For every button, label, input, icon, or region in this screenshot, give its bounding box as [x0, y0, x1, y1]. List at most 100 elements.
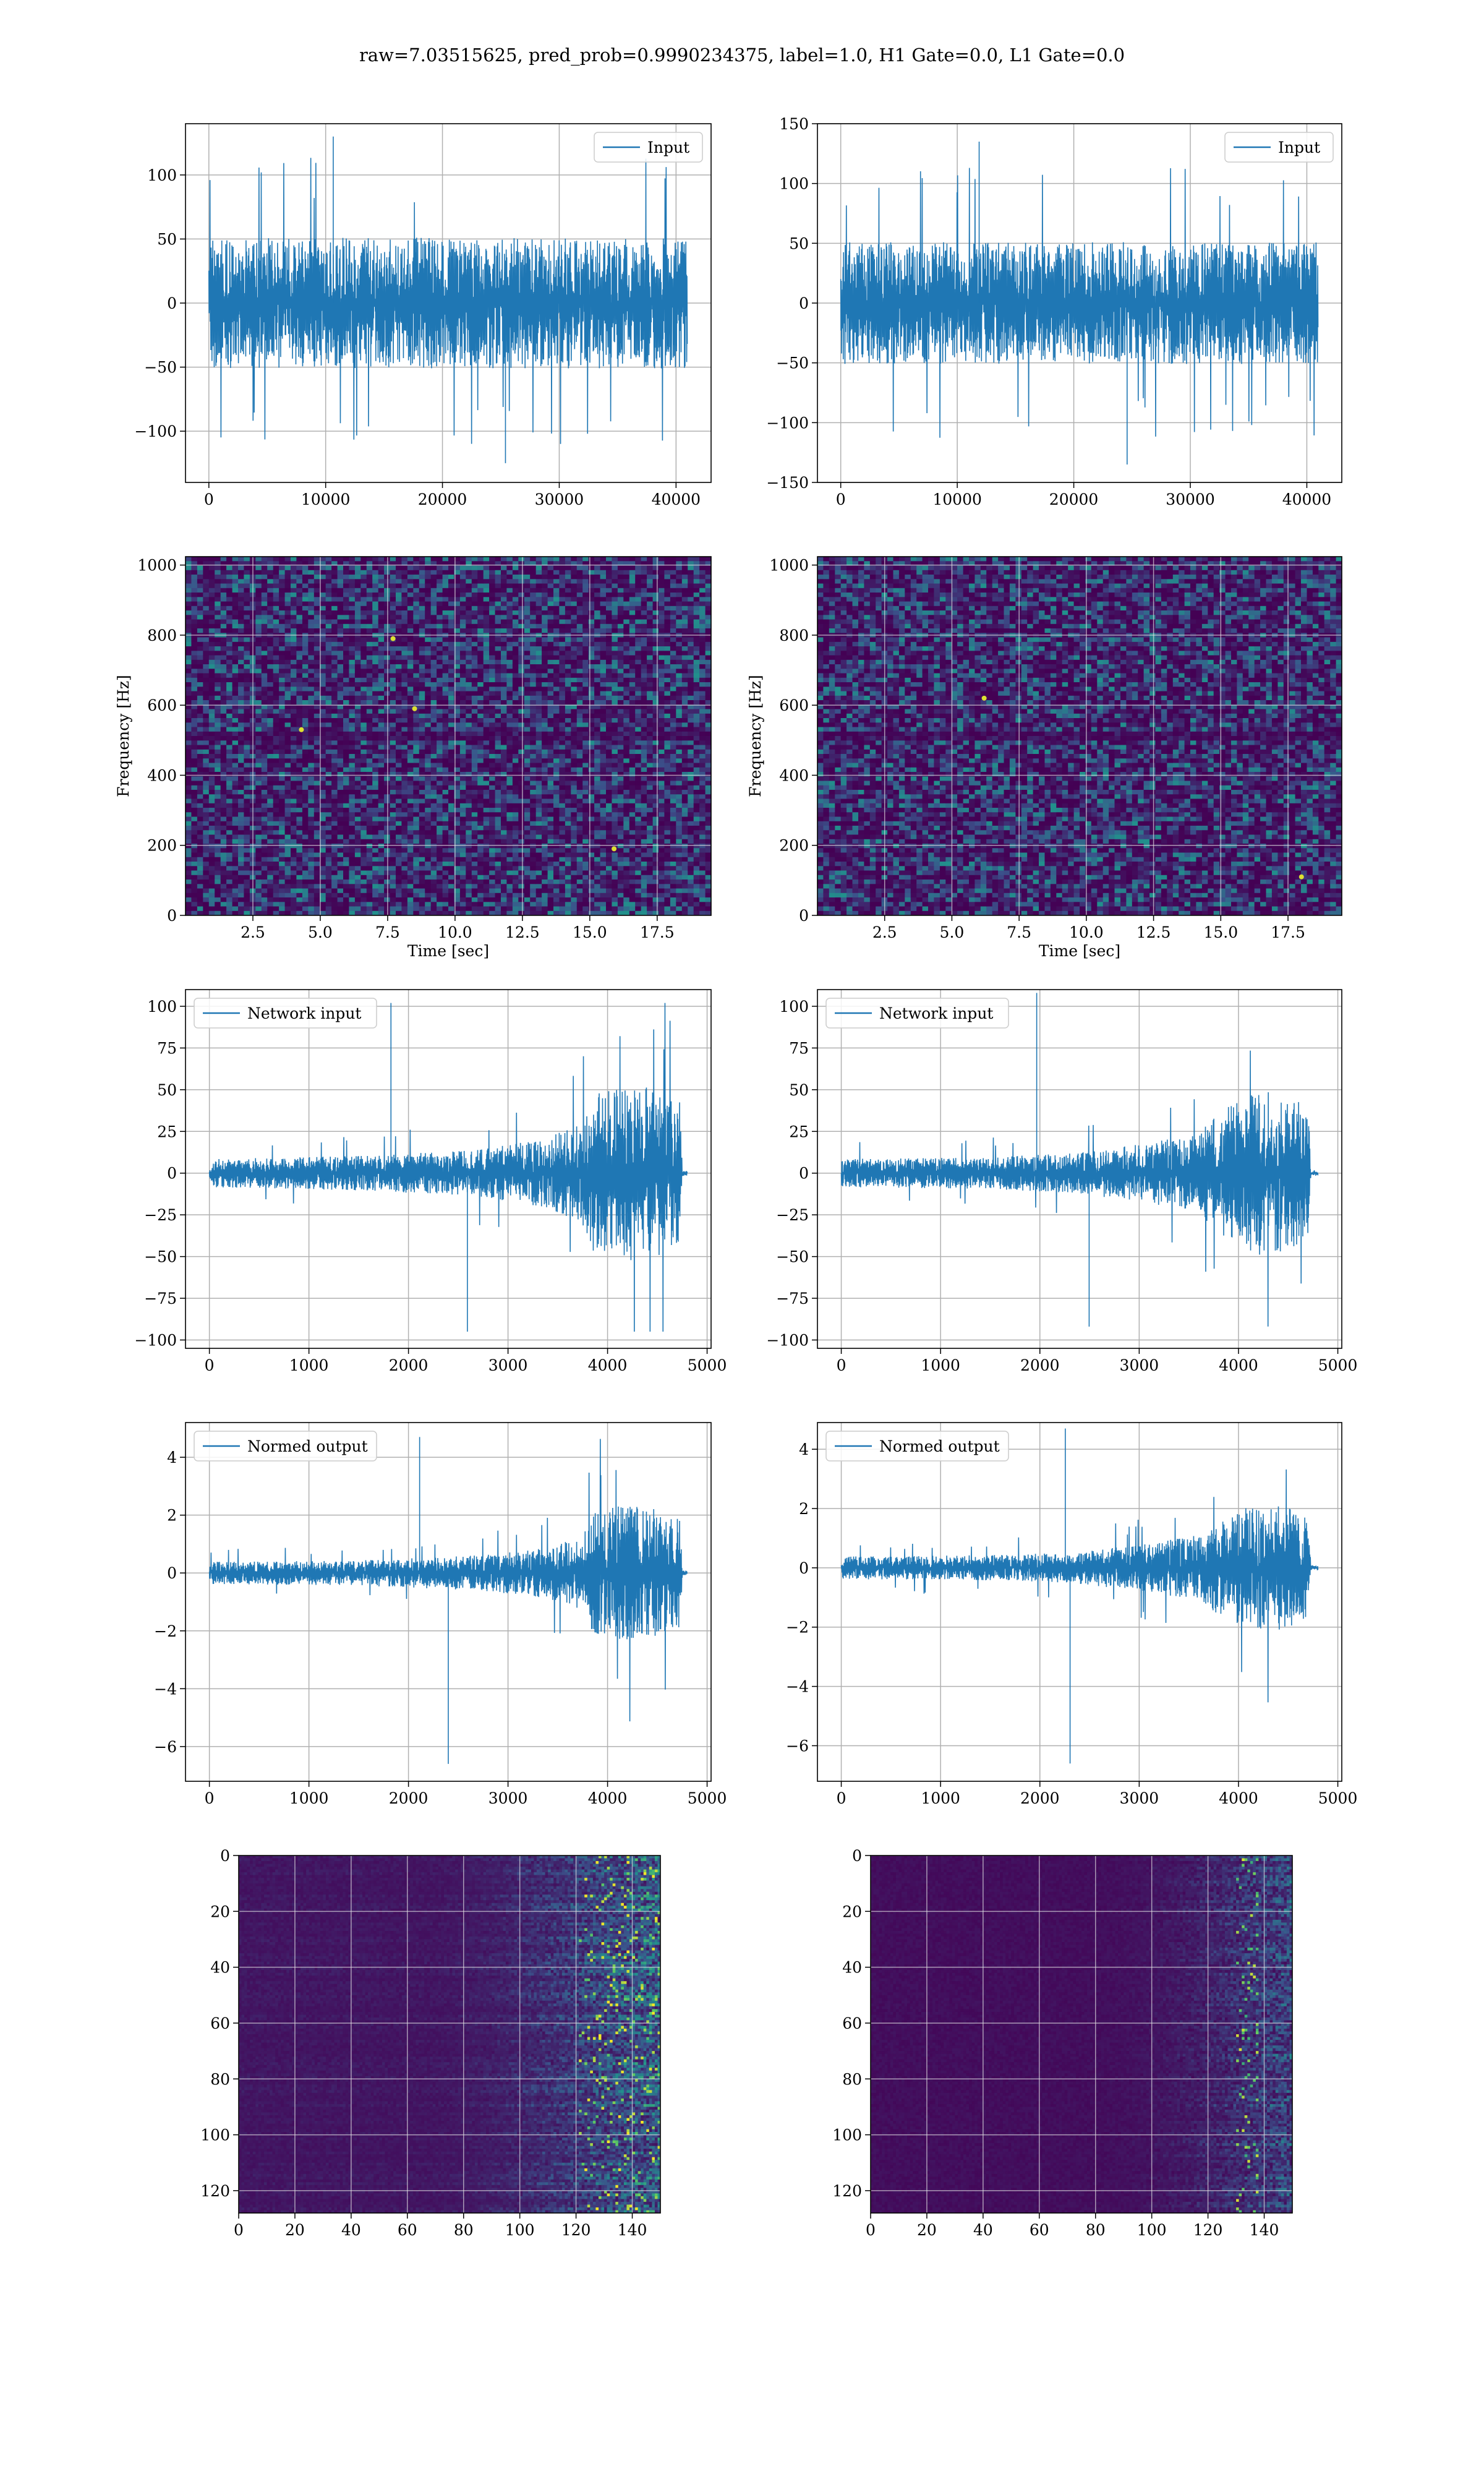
y-tick-label: 4 [167, 1449, 177, 1466]
y-axis-label: Frequency [Hz] [746, 675, 764, 797]
x-tick-label: 0 [205, 1789, 215, 1807]
panel-feat-h1: 0 20 40 60 80 100 120 140 0 20 40 60 80 100 120 [200, 1847, 661, 2239]
grid [186, 990, 711, 1348]
x-tick-label: 4000 [588, 1356, 628, 1374]
axes-frame [185, 556, 712, 916]
x-tick-label: 2.5 [872, 923, 897, 941]
y-tick-label: 4 [799, 1440, 809, 1458]
x-tick-label: 5000 [688, 1789, 727, 1807]
y-tick-label: 50 [789, 1081, 809, 1099]
x-tick-label: 80 [1086, 2221, 1106, 2239]
series-line [208, 1003, 688, 1332]
x-tick-label: 120 [1193, 2221, 1223, 2239]
y-tick-label: −50 [144, 1248, 177, 1266]
y-tick-label: 100 [832, 2126, 862, 2144]
y-tick-label: 100 [147, 998, 177, 1016]
y-tick-label: −25 [776, 1206, 809, 1224]
x-tick-label: 0 [205, 1356, 215, 1374]
y-tick-label: −100 [766, 1332, 809, 1350]
hot-pixel [612, 846, 617, 852]
hot-pixel [1298, 874, 1304, 880]
axes-frame [817, 1422, 1342, 1782]
panel-norm-l1: 0 1000 2000 3000 4000 5000 −6 −4 −2 0 2 4 Normed out… [786, 1422, 1358, 1807]
x-tick-label: 3000 [488, 1356, 528, 1374]
legend-frame [825, 1431, 1009, 1462]
x-tick-label: 5000 [1318, 1356, 1358, 1374]
x-tick-label: 140 [618, 2221, 647, 2239]
x-tick-label: 20 [917, 2221, 937, 2239]
heatmap-image [239, 1856, 660, 2213]
figure-title: raw=7.03515625, pred_prob=0.9990234375, … [359, 45, 1125, 66]
legend: Network input [194, 998, 377, 1029]
x-tick-label: 40000 [652, 490, 701, 508]
y-tick-label: 0 [167, 294, 177, 312]
legend-frame [825, 998, 1009, 1029]
y-tick-label: 600 [147, 696, 177, 714]
y-tick-label: 120 [832, 2182, 862, 2200]
x-tick-label: 5000 [688, 1356, 727, 1374]
y-tick-label: 0 [167, 1165, 177, 1183]
x-tick-label: 12.5 [1136, 923, 1171, 941]
x-tick-label: 100 [505, 2221, 535, 2239]
y-tick-label: 25 [789, 1123, 809, 1141]
x-tick-label: 5000 [1318, 1789, 1358, 1807]
y-tick-label: −4 [786, 1678, 809, 1696]
x-tick-label: 0 [836, 490, 846, 508]
y-tick-label: 0 [799, 1165, 809, 1183]
y-tick-label: 2 [167, 1507, 177, 1525]
x-tick-label: 2000 [1020, 1789, 1060, 1807]
x-tick-label: 0 [866, 2221, 876, 2239]
x-tick-label: 15.0 [1203, 923, 1238, 941]
y-tick-label: 0 [799, 1559, 809, 1577]
y-tick-label: −50 [776, 354, 809, 372]
axes-frame [185, 989, 712, 1349]
y-tick-label: 75 [157, 1039, 177, 1057]
x-tick-label: 5.0 [940, 923, 965, 941]
x-tick-label: 2.5 [241, 923, 265, 941]
x-tick-label: 100 [1137, 2221, 1167, 2239]
y-tick-label: −25 [144, 1206, 177, 1224]
y-tick-label: 0 [220, 1847, 230, 1865]
hot-pixel [390, 636, 396, 641]
legend-frame [1224, 132, 1334, 163]
legend-label: Input [1278, 139, 1320, 156]
y-tick-label: −6 [154, 1738, 177, 1756]
y-axis-label: Frequency [Hz] [114, 675, 132, 797]
y-tick-label: 100 [147, 166, 177, 184]
y-tick-label: 600 [779, 696, 809, 714]
y-tick-label: 20 [210, 1903, 230, 1920]
series-line [840, 1050, 1319, 1327]
x-axis-label: Time [sec] [1039, 942, 1120, 960]
x-tick-label: 10.0 [438, 923, 472, 941]
x-tick-label: 120 [561, 2221, 591, 2239]
x-tick-label: 20000 [1049, 490, 1099, 508]
x-tick-label: 17.5 [640, 923, 675, 941]
x-tick-label: 3000 [1120, 1789, 1159, 1807]
panel-spec-l1: 2.5 5.0 7.5 10.0 12.5 15.0 17.5 0 200 400 600 800 10… [746, 556, 1342, 960]
panel-input-h1: 0 10000 20000 30000 40000 −100 −50 0 50 100 Input [134, 123, 712, 508]
x-tick-label: 10000 [301, 490, 351, 508]
x-tick-label: 4000 [588, 1789, 628, 1807]
x-tick-label: 4000 [1219, 1789, 1258, 1807]
y-tick-label: 150 [779, 115, 809, 133]
y-tick-label: 0 [167, 1564, 177, 1582]
y-tick-label: 800 [147, 627, 177, 644]
y-tick-label: 120 [200, 2182, 230, 2200]
legend: Input [1224, 132, 1334, 163]
y-tick-label: 100 [779, 998, 809, 1016]
legend-frame [194, 998, 377, 1029]
heatmap-image [871, 1856, 1292, 2213]
y-tick-label: −2 [786, 1619, 809, 1637]
y-tick-label: 80 [842, 2070, 862, 2088]
series-line [840, 168, 1319, 438]
x-tick-label: 3000 [1120, 1356, 1159, 1374]
x-tick-label: 30000 [1166, 490, 1215, 508]
axes-frame [870, 1855, 1293, 2214]
y-tick-label: −50 [776, 1248, 809, 1266]
y-tick-label: 25 [157, 1123, 177, 1141]
y-tick-label: 2 [799, 1500, 809, 1518]
y-tick-label: 0 [799, 907, 809, 925]
grid [238, 1855, 660, 2213]
panel-net-h1: 0 1000 2000 3000 4000 5000 −100 −75 −50 −25 0 25 50 7… [134, 989, 727, 1374]
